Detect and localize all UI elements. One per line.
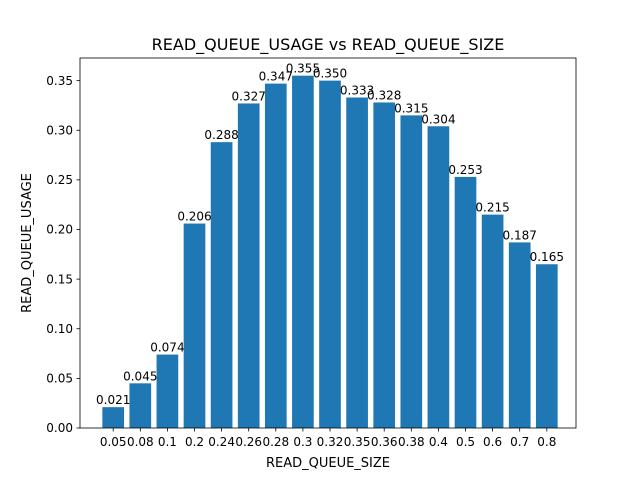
bar-0.05: [102, 407, 125, 428]
plot-frame: [79, 57, 577, 429]
x-tick-label: 0.28: [262, 435, 289, 449]
y-tick-label: 0.20: [46, 223, 73, 237]
bar-0.26: [237, 103, 260, 429]
y-tick-label: 0.00: [46, 421, 73, 435]
bar-value-label: 0.206: [177, 210, 211, 224]
x-tick-label: 0.24: [208, 435, 235, 449]
bar-0.32: [319, 80, 341, 428]
bar-value-label: 0.355: [286, 62, 320, 76]
bar-value-label: 0.253: [448, 163, 482, 177]
y-tick-label: 0.05: [46, 372, 73, 386]
y-tick-group: 0.00 0.05 0.10 0.15 0.20 0.25 0.30 0.35: [46, 74, 80, 435]
x-tick-label: 0.2: [185, 435, 204, 449]
chart-title: READ_QUEUE_USAGE vs READ_QUEUE_SIZE: [152, 35, 505, 55]
bar-value-label: 0.304: [421, 112, 455, 126]
bar-0.35: [346, 97, 368, 428]
bar-value-label: 0.288: [204, 128, 238, 142]
bar-0.1: [156, 354, 179, 428]
bar-value-label: 0.347: [259, 70, 293, 84]
x-tick-label: 0.5: [456, 435, 475, 449]
bar-0.3: [292, 75, 314, 429]
y-tick-label: 0.10: [46, 322, 73, 336]
x-tick-label: 0.36: [371, 435, 398, 449]
x-tick-label: 0.3: [293, 435, 312, 449]
y-tick-label: 0.30: [46, 123, 73, 137]
x-tick-label: 0.26: [235, 435, 262, 449]
x-tick-label: 0.1: [158, 435, 177, 449]
x-tick-label: 0.8: [537, 435, 556, 449]
bar-0.28: [264, 83, 287, 429]
x-tick-label: 0.38: [398, 435, 425, 449]
bar-value-label: 0.187: [503, 228, 537, 242]
x-tick-label: 0.35: [344, 435, 371, 449]
bar-value-label: 0.045: [123, 369, 157, 383]
y-tick-label: 0.15: [46, 272, 73, 286]
x-tick-label: 0.32: [317, 435, 344, 449]
bar-value-label: 0.327: [232, 89, 266, 103]
bar-0.08: [129, 383, 152, 428]
bar-value-label: 0.215: [475, 201, 509, 215]
x-tick-label: 0.4: [429, 435, 448, 449]
x-tick-group: 0.05 0.08 0.1 0.2 0.24 0.26 0.28 0.3 0.32 0.35 0.3…: [100, 428, 556, 449]
x-axis-label: READ_QUEUE_SIZE: [266, 456, 390, 471]
bar-0.8: [535, 264, 558, 428]
x-tick-label: 0.05: [100, 435, 127, 449]
bar-0.7: [508, 242, 531, 428]
bar-value-label: 0.333: [340, 84, 374, 98]
bar-0.6: [481, 214, 504, 428]
bar-group: [102, 75, 558, 429]
bar-value-label: 0.021: [96, 393, 130, 407]
bar-value-label: 0.350: [313, 67, 347, 81]
bar-0.24: [210, 142, 233, 428]
y-axis-label: READ_QUEUE_USAGE: [20, 173, 35, 313]
bar-value-label: 0.328: [367, 88, 401, 102]
x-tick-label: 0.08: [127, 435, 154, 449]
bar-value-label: 0.315: [394, 101, 428, 115]
bar-0.5: [454, 176, 477, 428]
x-tick-label: 0.7: [510, 435, 529, 449]
bar-0.38: [400, 115, 423, 429]
bar-value-label: 0.165: [530, 250, 564, 264]
x-tick-label: 0.6: [483, 435, 502, 449]
y-tick-label: 0.35: [46, 74, 73, 88]
bar-0.4: [427, 126, 450, 428]
y-tick-label: 0.25: [46, 173, 73, 187]
bar-value-label: 0.074: [150, 341, 184, 355]
bar-0.36: [373, 102, 396, 429]
bar-0.2: [183, 223, 206, 428]
value-label-group: 0.021 0.045 0.074 0.206 0.288 0.327 0.3470.355…: [96, 62, 564, 407]
